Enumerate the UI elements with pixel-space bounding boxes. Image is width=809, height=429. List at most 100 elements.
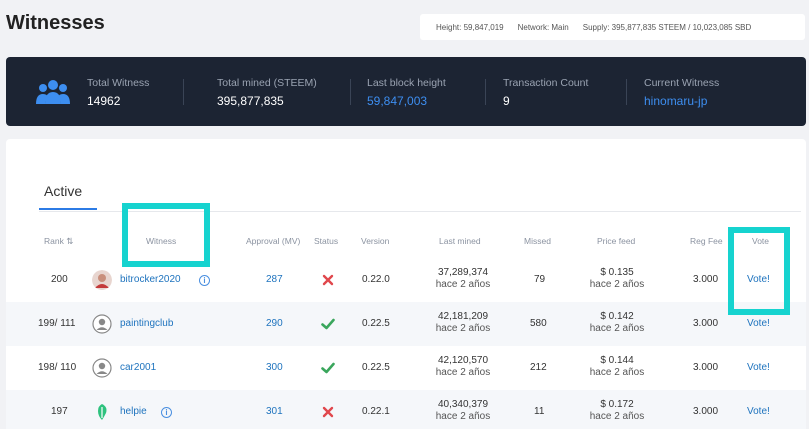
stat-divider (183, 79, 184, 105)
stat-last-block: Last block height 59,847,003 (367, 77, 446, 108)
missed-value: 212 (530, 362, 547, 373)
avatar[interactable] (92, 270, 112, 290)
error-x-icon (322, 406, 334, 418)
avatar[interactable] (92, 402, 112, 422)
price-ago: hace 2 años (589, 367, 645, 378)
network-info: Network: Main (517, 22, 569, 32)
tab-divider (39, 211, 801, 212)
vote-button[interactable]: Vote! (747, 318, 770, 329)
header-missed: Missed (524, 236, 551, 246)
check-icon (321, 318, 335, 330)
price-ago: hace 2 años (589, 411, 645, 422)
reg-fee-value: 3.000 (693, 318, 719, 329)
table-row: 198/ 110 car2001 300 0.22.5 42,120,570 h… (6, 346, 806, 390)
header-last-mined: Last mined (439, 236, 481, 246)
header-version: Version (361, 236, 390, 246)
approval-value[interactable]: 300 (266, 362, 283, 373)
last-mined: 37,289,374 hace 2 años (428, 267, 498, 291)
last-mined-block: 40,340,379 (437, 399, 489, 410)
header-reg-fee: Reg Fee (690, 236, 723, 246)
row-rank: 200 (51, 274, 68, 285)
row-rank: 198/ 110 (38, 362, 77, 373)
missed-value: 11 (534, 406, 545, 417)
check-icon (321, 362, 335, 374)
current-witness-link[interactable]: hinomaru-jp (644, 94, 708, 108)
stat-total-mined: Total mined (STEEM) 395,877,835 (217, 77, 317, 108)
witness-column-highlight (122, 203, 210, 267)
info-icon[interactable]: i (161, 407, 172, 418)
header-vote: Vote (752, 236, 770, 246)
last-mined-ago: hace 2 años (435, 411, 491, 422)
price-ago: hace 2 años (589, 323, 645, 334)
version-value: 0.22.0 (362, 274, 390, 285)
stat-total-witness: Total Witness 14962 (87, 77, 150, 108)
version-value: 0.22.5 (362, 362, 390, 373)
last-mined-block: 37,289,374 (437, 267, 489, 278)
vote-button[interactable]: Vote! (747, 274, 770, 285)
witness-link[interactable]: helpie (120, 406, 147, 417)
witness-table-card: Active Rank ⇅ Witness Approval (MV) Stat… (6, 139, 806, 429)
header-price-feed: Price feed (597, 236, 636, 246)
active-tab-indicator (39, 208, 97, 210)
price-feed: $ 0.135 hace 2 años (582, 267, 652, 291)
last-block-link[interactable]: 59,847,003 (367, 94, 428, 108)
price-value: $ 0.144 (600, 355, 634, 366)
missed-value: 79 (534, 274, 546, 285)
header-status: Status (314, 236, 339, 246)
users-icon (36, 80, 70, 104)
witness-link[interactable]: bitrocker2020 (120, 274, 181, 285)
witness-link[interactable]: car2001 (120, 362, 157, 373)
supply-info: Supply: 395,877,835 STEEM / 10,023,085 S… (582, 22, 752, 32)
price-value: $ 0.172 (600, 399, 634, 410)
price-feed: $ 0.142 hace 2 años (582, 311, 652, 335)
vote-button[interactable]: Vote! (747, 362, 770, 373)
last-mined: 40,340,379 hace 2 años (428, 399, 498, 423)
approval-value[interactable]: 301 (266, 406, 283, 417)
price-value: $ 0.135 (600, 267, 634, 278)
table-row: 197 helpie i 301 0.22.1 40,340,379 hace … (6, 390, 806, 429)
table-row: 200 bitrocker2020 i 287 0.22.0 37,289,37… (6, 258, 806, 302)
tab-active[interactable]: Active (44, 183, 83, 199)
reg-fee-value: 3.000 (693, 406, 719, 417)
header-approval: Approval (MV) (246, 236, 301, 246)
vote-column-highlight (728, 227, 790, 315)
reg-fee-value: 3.000 (693, 362, 719, 373)
last-mined-ago: hace 2 años (435, 279, 491, 290)
last-mined-block: 42,181,209 (437, 311, 489, 322)
witness-link[interactable]: paintingclub (120, 318, 174, 329)
header-witness: Witness (146, 236, 177, 246)
price-ago: hace 2 años (589, 279, 645, 290)
avatar[interactable] (92, 314, 112, 334)
price-feed: $ 0.144 hace 2 años (582, 355, 652, 379)
vote-button[interactable]: Vote! (747, 406, 770, 417)
version-value: 0.22.5 (362, 318, 390, 329)
version-value: 0.22.1 (362, 406, 390, 417)
network-info-bar: Height: 59,847,019 Network: Main Supply:… (420, 14, 805, 40)
page-title: Witnesses (6, 12, 105, 34)
approval-value[interactable]: 290 (266, 318, 283, 329)
approval-value[interactable]: 287 (266, 274, 283, 285)
reg-fee-value: 3.000 (693, 274, 719, 285)
row-rank: 197 (51, 406, 68, 417)
avatar[interactable] (92, 358, 112, 378)
header-rank[interactable]: Rank ⇅ (44, 236, 74, 246)
table-row: 199/ 111 paintingclub 290 0.22.5 42,181,… (6, 302, 806, 346)
stats-panel: Total Witness 14962 Total mined (STEEM) … (6, 57, 806, 126)
stat-transaction-count: Transaction Count 9 (503, 77, 589, 108)
last-mined-ago: hace 2 años (435, 323, 491, 334)
last-mined: 42,181,209 hace 2 años (428, 311, 498, 335)
row-rank: 199/ 111 (38, 318, 76, 329)
price-value: $ 0.142 (600, 311, 634, 322)
stat-divider (350, 79, 351, 105)
stat-divider (626, 79, 627, 105)
block-height-info: Height: 59,847,019 (436, 22, 504, 32)
stat-current-witness: Current Witness hinomaru-jp (644, 77, 720, 108)
info-icon[interactable]: i (199, 275, 210, 286)
price-feed: $ 0.172 hace 2 años (582, 399, 652, 423)
missed-value: 580 (530, 318, 547, 329)
last-mined-ago: hace 2 años (435, 367, 491, 378)
error-x-icon (322, 274, 334, 286)
stat-divider (485, 79, 486, 105)
last-mined-block: 42,120,570 (437, 355, 489, 366)
last-mined: 42,120,570 hace 2 años (428, 355, 498, 379)
